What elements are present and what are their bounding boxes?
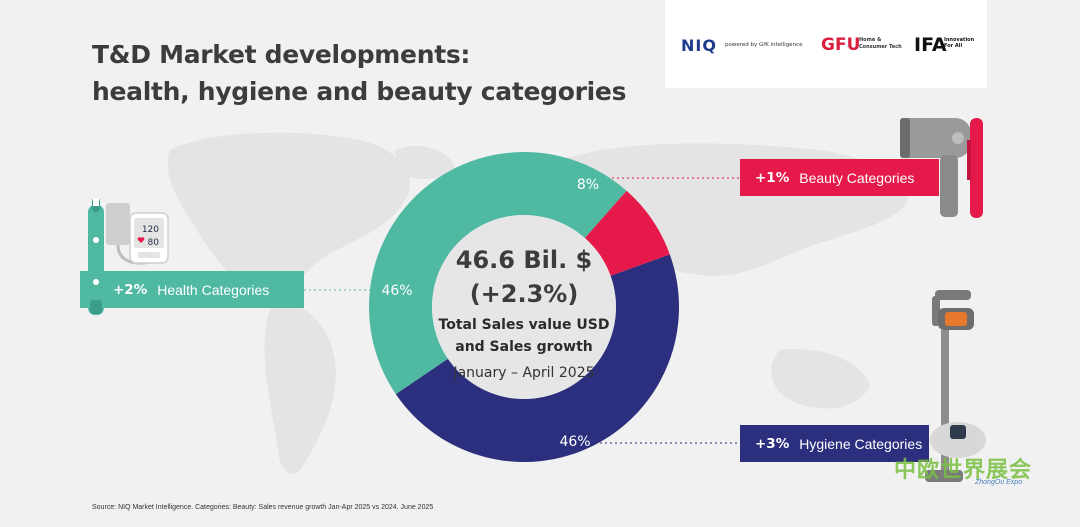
blood-pressure-monitor-icon: 120 80 bbox=[106, 203, 169, 265]
center-period: January – April 2025 bbox=[452, 365, 594, 381]
hygiene-label: Hygiene Categories bbox=[799, 435, 923, 452]
slice-label-health: 46% bbox=[381, 283, 412, 299]
slice-beauty bbox=[584, 190, 670, 276]
callout-hygiene: +3% Hygiene Categories bbox=[740, 425, 929, 462]
robot-vacuum-icon bbox=[930, 422, 986, 458]
beauty-growth: +1% bbox=[755, 169, 790, 186]
beauty-label: Beauty Categories bbox=[799, 169, 915, 186]
ifa-logo-subtitle: Innovation For All bbox=[944, 37, 975, 49]
title-line-2: health, hygiene and beauty categories bbox=[92, 77, 627, 106]
electric-toothbrush-icon bbox=[88, 198, 104, 315]
gfu-logo: GFU bbox=[821, 35, 861, 55]
niq-logo: NIQ bbox=[681, 36, 717, 55]
callout-health: +2% Health Categories bbox=[80, 271, 304, 308]
niq-logo-subtitle: powered by GfK intelligence bbox=[725, 42, 803, 48]
hygiene-growth: +3% bbox=[755, 435, 790, 452]
center-desc-line-2: and Sales growth bbox=[455, 339, 592, 355]
health-growth: +2% bbox=[113, 281, 148, 298]
gfu-logo-subtitle: Home & Consumer Tech bbox=[859, 37, 902, 50]
title-line-1: T&D Market developments: bbox=[92, 40, 471, 69]
bp-systolic: 120 bbox=[142, 225, 159, 235]
source-note: Source: NIQ Market Intelligence. Categor… bbox=[92, 504, 434, 511]
callout-beauty: +1% Beauty Categories bbox=[740, 159, 939, 196]
bp-diastolic: 80 bbox=[148, 238, 160, 248]
donut-hole bbox=[432, 215, 616, 399]
watermark-subtitle: ZhongOu Expo bbox=[975, 479, 1023, 486]
watermark-text: 中欧世界展会 bbox=[894, 458, 1033, 483]
health-label: Health Categories bbox=[157, 281, 270, 298]
center-value: 46.6 Bil. $ bbox=[456, 246, 593, 274]
slice-label-beauty: 8% bbox=[577, 177, 599, 193]
stick-vacuum-icon bbox=[925, 290, 974, 482]
center-growth: (+2.3%) bbox=[470, 280, 579, 308]
slice-label-hygiene: 46% bbox=[559, 434, 590, 450]
curling-iron-icon bbox=[967, 118, 983, 218]
slice-hygiene bbox=[395, 254, 679, 463]
hair-dryer-icon bbox=[900, 118, 972, 217]
ifa-logo: IFA bbox=[914, 34, 947, 56]
page-title: T&D Market developments: health, hygiene… bbox=[92, 36, 626, 110]
logo-panel: NIQ powered by GfK intelligence GFU Home… bbox=[665, 0, 987, 88]
center-desc-line-1: Total Sales value USD bbox=[439, 317, 610, 333]
slice-health bbox=[369, 152, 627, 395]
